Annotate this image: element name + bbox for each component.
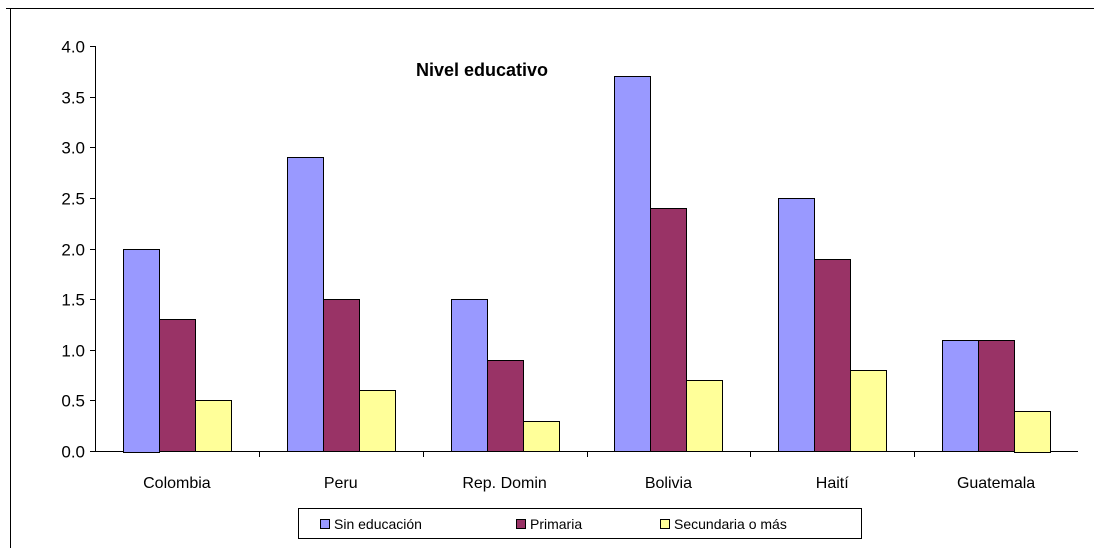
y-tick-label: 1.0	[61, 342, 85, 361]
y-tick-label: 4.0	[61, 38, 85, 57]
bar-primaria	[978, 340, 1015, 452]
bar-primaria	[814, 259, 851, 452]
y-tick-label: 3.5	[61, 89, 85, 108]
bar-primaria	[323, 299, 360, 452]
y-axis-ticks: 0.0 0.5 1.0 1.5 2.0 2.5 3.0 3.5 4.0	[61, 38, 95, 462]
axes	[95, 46, 1078, 452]
bar-secundaria	[359, 390, 396, 452]
bar-sin-educacion	[451, 299, 488, 452]
bar-sin-educacion	[614, 76, 651, 452]
y-tick-label: 1.5	[61, 291, 85, 310]
legend-swatch	[660, 519, 670, 529]
legend-box	[298, 508, 862, 539]
x-category-label: Haití	[816, 475, 849, 492]
y-tick-label: 0.5	[61, 392, 85, 411]
bar-secundaria	[523, 421, 560, 452]
x-category-label: Guatemala	[957, 475, 1035, 492]
x-category-label: Bolivia	[645, 475, 692, 492]
bar-primaria	[159, 319, 196, 452]
bar-primaria	[650, 208, 687, 452]
legend-swatch	[320, 519, 330, 529]
bar-secundaria	[850, 370, 887, 452]
bar-sin-educacion	[123, 249, 160, 453]
y-tick-label: 3.0	[61, 139, 85, 158]
y-tick-label: 2.0	[61, 241, 85, 260]
bar-sin-educacion	[778, 198, 815, 452]
legend-label: Secundaria o más	[674, 516, 787, 532]
chart-title: Nivel educativo	[416, 60, 548, 80]
bar-sin-educacion	[942, 340, 979, 452]
bar-primaria	[487, 360, 524, 452]
bar-secundaria	[1014, 411, 1051, 453]
y-tick-label: 0.0	[61, 443, 85, 462]
x-category-label: Colombia	[143, 475, 211, 492]
y-tick-label: 2.5	[61, 190, 85, 209]
legend-label: Sin educación	[334, 516, 422, 532]
legend: Sin educación Primaria Secundaria o más	[298, 508, 862, 539]
x-axis-labels: Colombia Peru Rep. Domin Bolivia Haití Guatem…	[143, 451, 1035, 492]
bar-secundaria	[195, 400, 232, 452]
legend-swatch	[516, 519, 526, 529]
bar-sin-educacion	[287, 157, 324, 452]
x-category-label: Peru	[324, 475, 358, 492]
x-category-label: Rep. Domin	[462, 475, 546, 492]
bars	[123, 76, 1051, 453]
legend-label: Primaria	[530, 516, 582, 532]
bar-secundaria	[686, 380, 723, 452]
